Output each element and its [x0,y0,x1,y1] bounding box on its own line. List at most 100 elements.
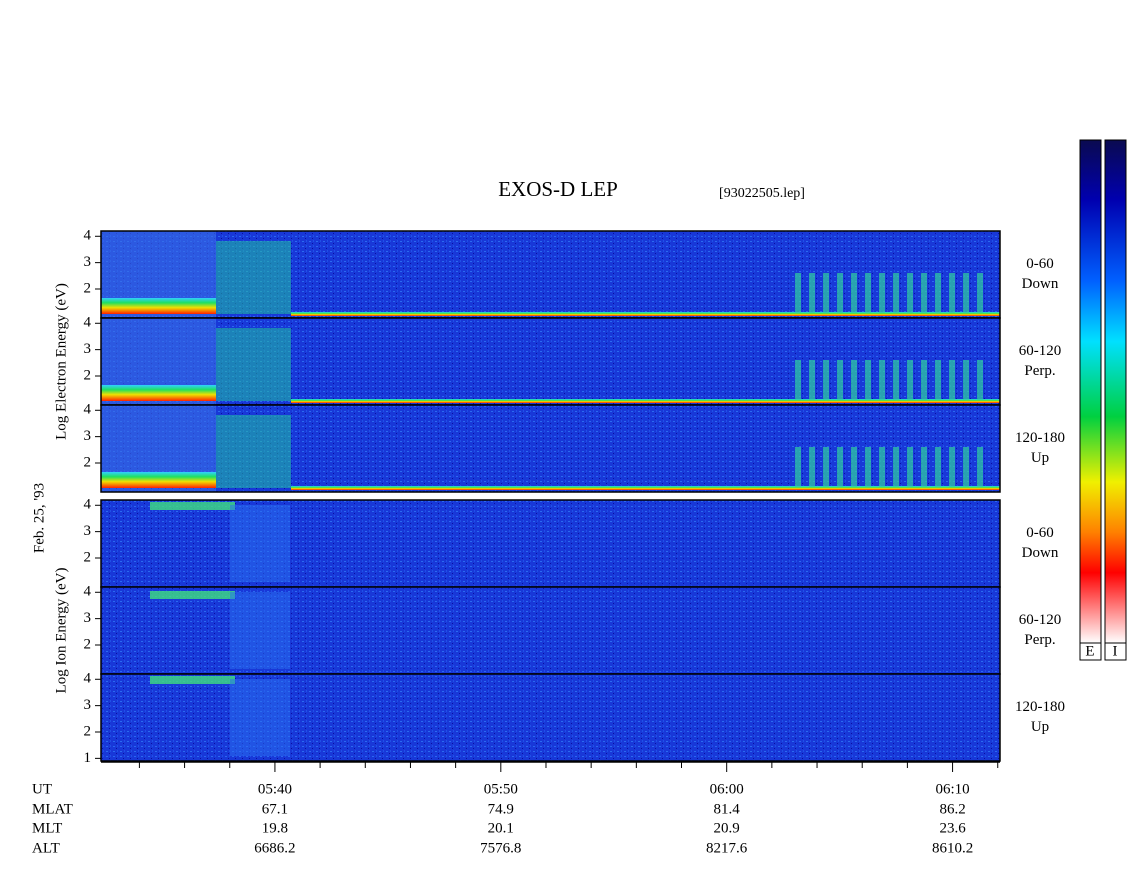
panel-label: Perp. [1024,632,1055,648]
spectrogram-feature [963,447,969,487]
x-tick-label: 05:50 [484,781,518,797]
colorbar-box [1104,642,1127,661]
y-tick-label: 1 [84,750,92,766]
y-tick-label: 3 [84,610,92,626]
spectrogram-feature [865,273,871,313]
y-tick-label: 4 [84,402,92,418]
spectrogram-feature [907,273,913,313]
file-name: [93022505.lep] [719,186,805,201]
orbit-value: 74.9 [488,801,514,817]
spectrogram-feature [150,502,235,510]
panel-label: Up [1031,450,1049,466]
spectrogram-feature [865,360,871,400]
date-label: Feb. 25, '93 [31,483,47,553]
orbit-value: 6686.2 [254,840,295,856]
y-tick-label: 4 [84,497,92,513]
panel-label: 0-60 [1026,256,1054,272]
orbit-value: 81.4 [714,801,741,817]
spectrogram-feature [823,360,829,400]
chart-title: EXOS-D LEP [498,177,618,201]
orbit-value: 7576.8 [480,840,521,856]
y-tick-label: 3 [84,428,92,444]
orbit-row-label: MLAT [32,801,73,817]
panel-label: 120-180 [1015,430,1065,446]
spectrogram-feature [949,447,955,487]
orbit-value: 20.1 [488,820,514,836]
colorbar [1079,139,1102,644]
orbit-value: 20.9 [714,820,740,836]
spectrogram-feature [837,273,843,313]
spectrogram-feature [949,273,955,313]
y-axis-label: Log Ion Energy (eV) [53,568,69,694]
spectrogram-feature [795,447,801,487]
spectrogram-feature [977,360,983,400]
panel-label: 120-180 [1015,699,1065,715]
y-tick-label: 3 [84,341,92,357]
y-tick-label: 3 [84,523,92,539]
spectrogram-feature [963,273,969,313]
panel-label: 60-120 [1019,612,1062,628]
spectrogram-feature [935,273,941,313]
spectrogram-feature [837,360,843,400]
spectrogram-feature [963,360,969,400]
spectrogram-feature [291,399,1000,403]
spectrogram-feature [893,447,899,487]
y-tick-label: 2 [84,549,92,565]
spectrogram-feature [921,447,927,487]
spectrogram-feature [949,360,955,400]
orbit-value: 67.1 [262,801,288,817]
panel-label: 0-60 [1026,525,1054,541]
spectrogram-feature [795,360,801,400]
spectrogram-feature [230,592,290,669]
spectrogram-feature [921,360,927,400]
panel-label: Perp. [1024,363,1055,379]
spectrogram-feature [879,273,885,313]
x-tick-label: 06:00 [710,781,744,797]
y-tick-label: 4 [84,584,92,600]
spectrogram-feature [150,676,235,684]
colorbar-box [1079,642,1102,661]
spectrogram-feature [977,447,983,487]
y-tick-label: 2 [84,636,92,652]
colorbar-label: E [1085,643,1094,659]
spectrogram-feature [921,273,927,313]
spectrogram-feature [935,447,941,487]
spectrogram-feature [809,360,815,400]
x-tick-label: 05:40 [258,781,292,797]
spectrogram-feature [216,241,291,314]
colorbar-label: I [1113,643,1118,659]
spectrogram-feature [150,591,235,599]
y-tick-label: 2 [84,723,92,739]
orbit-row-label: MLT [32,820,62,836]
spectrogram-feature [101,385,216,401]
spectrogram-feature [230,679,290,756]
panel-frame [100,673,1001,762]
spectrogram-feature [851,447,857,487]
orbit-value: 86.2 [939,801,965,817]
spectrogram-feature [893,273,899,313]
spectrogram-feature [795,273,801,313]
y-tick-label: 3 [84,254,92,270]
spectrogram-feature [101,298,216,314]
panel-label: Down [1022,276,1059,292]
spectrogram-feature [879,447,885,487]
y-tick-label: 3 [84,697,92,713]
y-tick-label: 2 [84,280,92,296]
y-tick-label: 4 [84,315,92,331]
spectrogram-feature [809,447,815,487]
spectrogram-feature [851,273,857,313]
spectrogram-feature [865,447,871,487]
spectrogram-feature [935,360,941,400]
spectrogram-feature [879,360,885,400]
y-axis-label: Log Electron Energy (eV) [53,283,69,440]
x-tick-label: 06:10 [935,781,969,797]
spectrogram-feature [907,360,913,400]
panel-label: Down [1022,545,1059,561]
spectrogram-feature [809,273,815,313]
orbit-row-label: ALT [32,840,60,856]
orbit-value: 23.6 [939,820,966,836]
spectrogram-feature [101,472,216,488]
orbit-value: 8217.6 [706,840,748,856]
panel-label: 60-120 [1019,343,1062,359]
